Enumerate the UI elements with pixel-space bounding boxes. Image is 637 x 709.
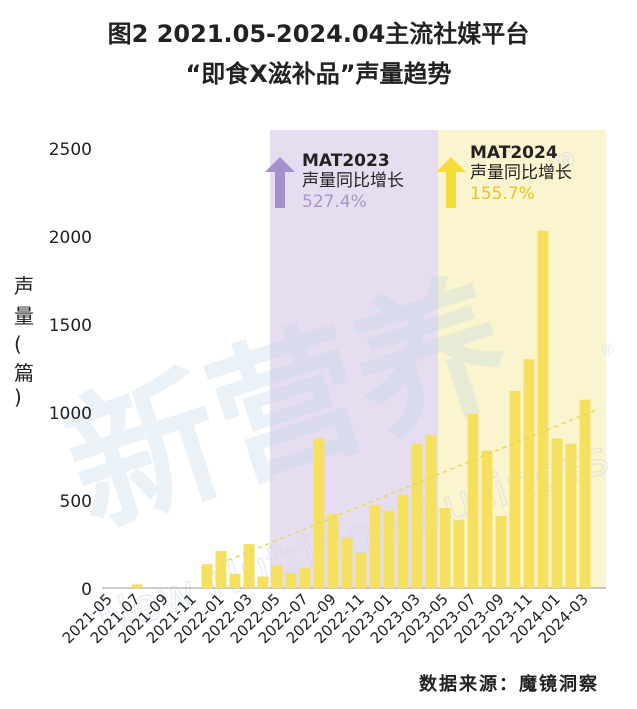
y-tick-label: 1500 — [49, 316, 92, 336]
chart-title-line2: “即食X滋补品”声量趋势 — [185, 60, 452, 88]
bars — [131, 230, 591, 588]
ylabel-char-3: ( — [14, 332, 22, 356]
y-tick-label: 500 — [60, 492, 92, 512]
arrow-up-yellow-icon — [436, 157, 466, 208]
bar-2023-10 — [509, 390, 521, 588]
bar-2022-07 — [299, 567, 311, 588]
data-source: 数据来源：魔镜洞察 — [419, 674, 599, 695]
bar-2022-09 — [327, 514, 339, 588]
shaded-period-MAT2023 — [270, 130, 438, 588]
bar-2023-01 — [383, 510, 395, 588]
x-axis-ticks: 2021-052021-072021-092021-112022-012022-… — [59, 590, 592, 647]
bar-2023-07 — [467, 413, 479, 588]
ylabel-char-4: 篇 — [14, 361, 34, 385]
ylabel-char-1: 声 — [14, 274, 34, 298]
bar-2023-11 — [523, 359, 535, 588]
y-tick-label: 2500 — [49, 140, 92, 160]
bar-2023-09 — [495, 515, 507, 588]
mat2023-label: MAT2023 — [302, 151, 390, 171]
mat2024-sub: 声量同比增长 — [470, 163, 572, 183]
bar-2023-04 — [425, 434, 437, 588]
bar-2022-05 — [271, 565, 283, 588]
bar-2024-03 — [579, 399, 591, 588]
shaded-periods — [270, 130, 606, 588]
mat2023-sub: 声量同比增长 — [302, 171, 404, 191]
y-tick-label: 1000 — [49, 404, 92, 424]
bar-2023-06 — [453, 520, 465, 588]
bar-2022-11 — [355, 552, 367, 588]
arrow-up-purple-icon — [265, 157, 295, 208]
bar-2023-03 — [411, 443, 423, 588]
mat2024-pct: 155.7% — [470, 184, 535, 204]
bar-2024-02 — [565, 443, 577, 588]
bar-2022-12 — [369, 505, 381, 588]
watermark-reg-1: ® — [555, 149, 577, 174]
y-axis: 0 500 1000 1500 2000 2500 — [49, 140, 606, 600]
ylabel-char-5: ) — [14, 385, 22, 409]
ylabel-char-2: 量 — [14, 304, 34, 328]
bar-2021-07 — [131, 584, 143, 588]
y-tick-label: 2000 — [49, 228, 92, 248]
mat2023-pct: 527.4% — [302, 192, 367, 212]
shaded-period-MAT2024 — [438, 130, 606, 588]
bar-2022-08 — [313, 438, 325, 588]
bar-2022-04 — [257, 576, 269, 588]
bar-2023-02 — [397, 494, 409, 588]
bar-2022-06 — [285, 573, 297, 588]
bar-2021-12 — [201, 564, 213, 588]
bar-2024-01 — [551, 438, 563, 588]
chart-title-line1: 图2 2021.05-2024.04主流社媒平台 — [107, 20, 530, 48]
bar-2022-01 — [215, 551, 227, 588]
mat2024-label: MAT2024 — [470, 143, 558, 163]
bar-2023-08 — [481, 450, 493, 588]
bar-2022-03 — [243, 544, 255, 588]
bar-2023-12 — [537, 230, 549, 588]
bar-2022-10 — [341, 537, 353, 588]
y-tick-label: 0 — [81, 580, 92, 600]
watermark-reg-2: ® — [600, 340, 616, 359]
bar-2023-05 — [439, 507, 451, 588]
bar-2022-02 — [229, 573, 241, 588]
annotations: MAT2023 声量同比增长 527.4% MAT2024 声量同比增长 155… — [265, 143, 572, 212]
